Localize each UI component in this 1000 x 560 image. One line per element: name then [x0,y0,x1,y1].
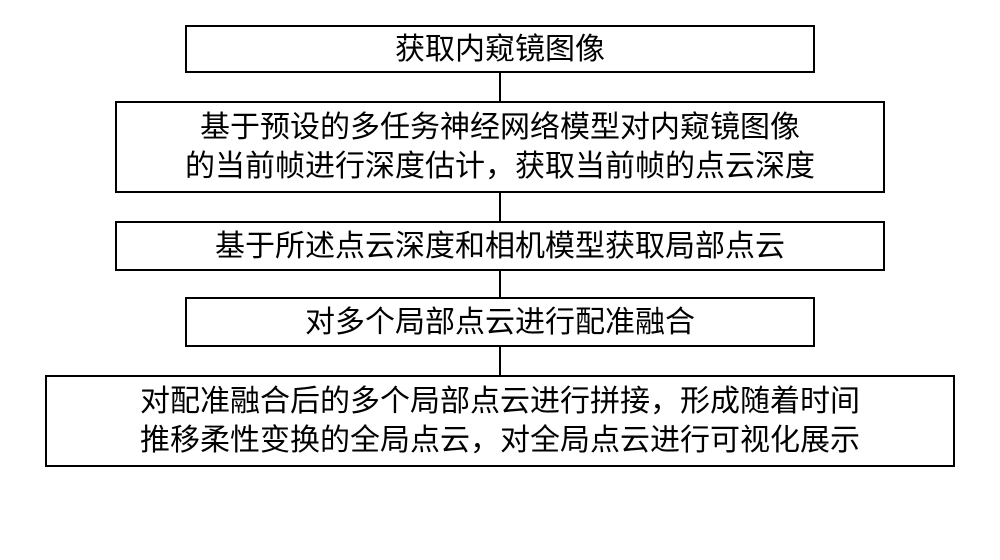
step-text-line: 的当前帧进行深度估计，获取当前帧的点云深度 [185,147,815,186]
flowchart-connector [499,193,501,221]
flowchart-connector [499,347,501,375]
flowchart-connector [499,73,501,101]
step-text-line: 基于预设的多任务神经网络模型对内窥镜图像 [200,108,800,147]
step-text-line: 基于所述点云深度和相机模型获取局部点云 [215,227,785,266]
flowchart-step-step5: 对配准融合后的多个局部点云进行拼接，形成随着时间推移柔性变换的全局点云，对全局点… [45,375,955,467]
flowchart-connector [499,271,501,297]
step-text-line: 推移柔性变换的全局点云，对全局点云进行可视化展示 [140,421,860,460]
flowchart-step-step3: 基于所述点云深度和相机模型获取局部点云 [115,221,885,271]
flowchart-container: 获取内窥镜图像基于预设的多任务神经网络模型对内窥镜图像的当前帧进行深度估计，获取… [45,25,955,467]
flowchart-step-step2: 基于预设的多任务神经网络模型对内窥镜图像的当前帧进行深度估计，获取当前帧的点云深… [115,101,885,193]
flowchart-step-step1: 获取内窥镜图像 [185,25,815,73]
step-text-line: 对多个局部点云进行配准融合 [305,303,695,342]
flowchart-step-step4: 对多个局部点云进行配准融合 [185,297,815,347]
step-text-line: 获取内窥镜图像 [395,30,605,69]
step-text-line: 对配准融合后的多个局部点云进行拼接，形成随着时间 [140,382,860,421]
